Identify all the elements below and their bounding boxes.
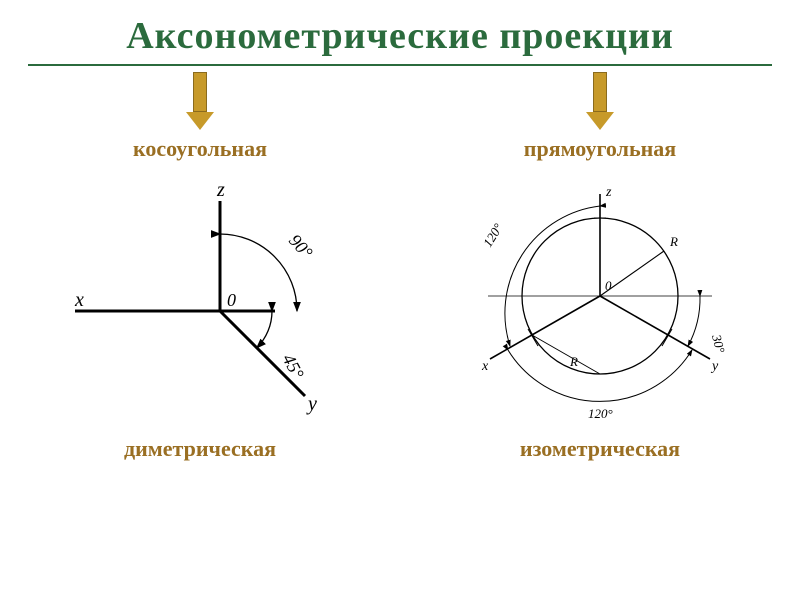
angle-30: 30°: [709, 332, 728, 354]
dimetric-diagram: x z y 0 90° 45°: [0, 166, 400, 436]
angle-45-label: 45°: [278, 350, 307, 382]
subtitles-row: косоугольная прямоугольная: [0, 136, 800, 162]
r-label-upper: R: [669, 234, 678, 249]
origin-label: 0: [605, 278, 612, 293]
arrow-shaft: [193, 72, 207, 112]
diagrams-row: x z y 0 90° 45°: [0, 166, 800, 436]
angle-120-upper: 120°: [480, 221, 506, 250]
arrow-down-right: [586, 72, 614, 130]
arrow-head-icon: [586, 112, 614, 130]
angle-90-label: 90°: [285, 230, 317, 262]
arrow-down-left: [186, 72, 214, 130]
z-axis-label: z: [216, 179, 225, 201]
origin-label: 0: [227, 290, 236, 310]
subtitle-left: косоугольная: [0, 136, 400, 162]
x-axis-label: x: [481, 359, 489, 374]
isometric-diagram: R R z x y 0 120° 120° 30°: [400, 166, 800, 436]
arrows-row: [0, 72, 800, 130]
r-label-lower: R: [569, 354, 578, 369]
title-underline: [28, 64, 772, 66]
z-axis-label: z: [605, 185, 612, 200]
arrow-shaft: [593, 72, 607, 112]
bottom-label-left: диметрическая: [0, 436, 400, 462]
angle-120-lower: 120°: [588, 406, 613, 421]
bottom-label-right: изометрическая: [400, 436, 800, 462]
x-axis-label: x: [74, 289, 84, 311]
y-axis-label: y: [306, 393, 317, 415]
page-title: Аксонометрические проекции: [0, 0, 800, 58]
y-axis-label: y: [710, 359, 719, 374]
arrow-head-icon: [186, 112, 214, 130]
bottom-labels-row: диметрическая изометрическая: [0, 436, 800, 462]
subtitle-right: прямоугольная: [400, 136, 800, 162]
